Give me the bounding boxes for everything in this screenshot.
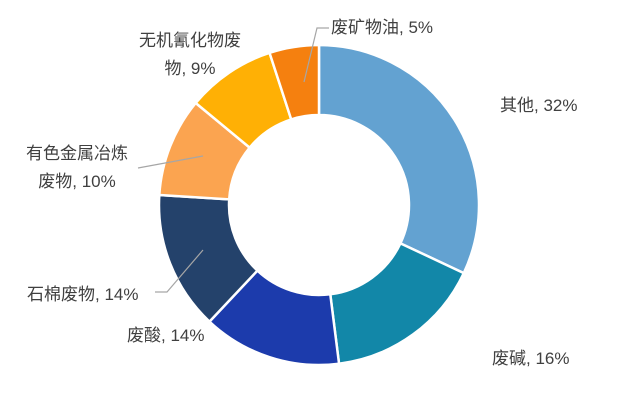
leader-line-asbestos-waste	[155, 249, 204, 293]
label-waste-acid: 废酸, 14%	[127, 326, 205, 345]
donut-slices	[157, 43, 481, 367]
label-nonferrous-smelting-waste: 有色金属冶炼 废物, 10%	[26, 144, 128, 191]
label-other: 其他, 32%	[500, 96, 578, 115]
donut-segment-其他	[317, 43, 481, 275]
label-asbestos-waste: 石棉废物, 14%	[27, 285, 139, 304]
leader-line-waste-mineral-oil	[303, 27, 329, 83]
leader-lines	[137, 27, 329, 293]
leader-line-nonferrous-smelting-waste	[137, 155, 204, 169]
label-inorganic-cyanide-waste: 无机氰化物废 物, 9%	[139, 31, 241, 78]
label-waste-mineral-oil: 废矿物油, 5%	[331, 18, 434, 37]
label-waste-alkali: 废碱, 16%	[492, 349, 570, 368]
donut-segment-废矿物油	[268, 43, 321, 121]
